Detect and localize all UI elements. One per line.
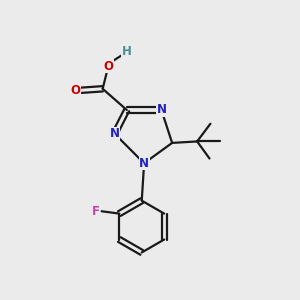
Text: O: O (103, 60, 113, 73)
Text: F: F (92, 205, 100, 218)
Text: O: O (70, 84, 80, 97)
Text: N: N (156, 103, 167, 116)
Text: N: N (110, 127, 120, 140)
Text: H: H (122, 45, 132, 58)
Text: N: N (139, 157, 149, 170)
